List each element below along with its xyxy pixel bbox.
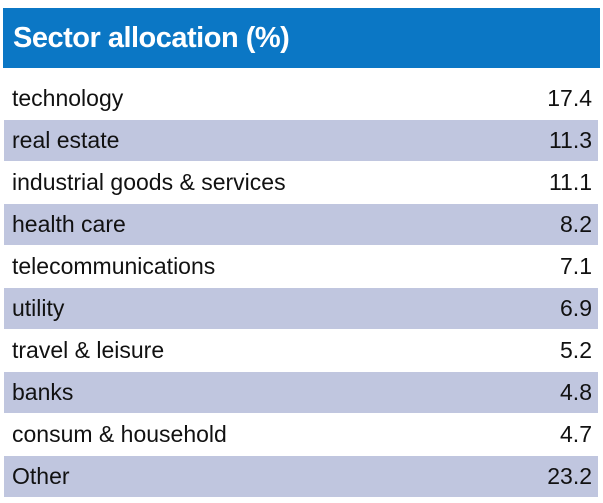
sector-label: utility (12, 295, 65, 321)
table-row: industrial goods & services 11.1 (4, 162, 598, 204)
table-row: banks 4.8 (4, 372, 598, 414)
sector-value: 8.2 (560, 211, 592, 237)
sector-label: banks (12, 379, 74, 405)
sector-label: Other (12, 463, 70, 489)
sector-value: 7.1 (560, 253, 592, 279)
sector-label: consum & household (12, 421, 227, 447)
table-row: utility 6.9 (4, 288, 598, 330)
sector-label: real estate (12, 127, 120, 153)
sector-value: 4.7 (560, 421, 592, 447)
table-title: Sector allocation (%) (3, 8, 600, 68)
sector-label: telecommunications (12, 253, 216, 279)
table-row: technology 17.4 (4, 78, 598, 120)
sector-value: 11.1 (548, 169, 592, 195)
sector-label: technology (12, 85, 124, 111)
sector-value: 5.2 (560, 337, 592, 363)
sector-value: 4.8 (560, 379, 592, 405)
sector-value: 6.9 (560, 295, 592, 321)
sector-value: 23.2 (547, 463, 592, 489)
sector-label: health care (12, 211, 126, 237)
table-row: Other 23.2 (4, 456, 598, 498)
table-row: health care 8.2 (4, 204, 598, 246)
table-row: real estate 11.3 (4, 120, 598, 162)
table-row: consum & household 4.7 (4, 414, 598, 456)
sector-value: 17.4 (547, 85, 592, 111)
sector-label: travel & leisure (12, 337, 165, 363)
sector-value: 11.3 (548, 127, 592, 153)
table-row: telecommunications 7.1 (4, 246, 598, 288)
table-row: travel & leisure 5.2 (4, 330, 598, 372)
sector-label: industrial goods & services (12, 169, 286, 195)
sector-allocation-table: technology 17.4 real estate 11.3 industrial … (4, 78, 598, 498)
